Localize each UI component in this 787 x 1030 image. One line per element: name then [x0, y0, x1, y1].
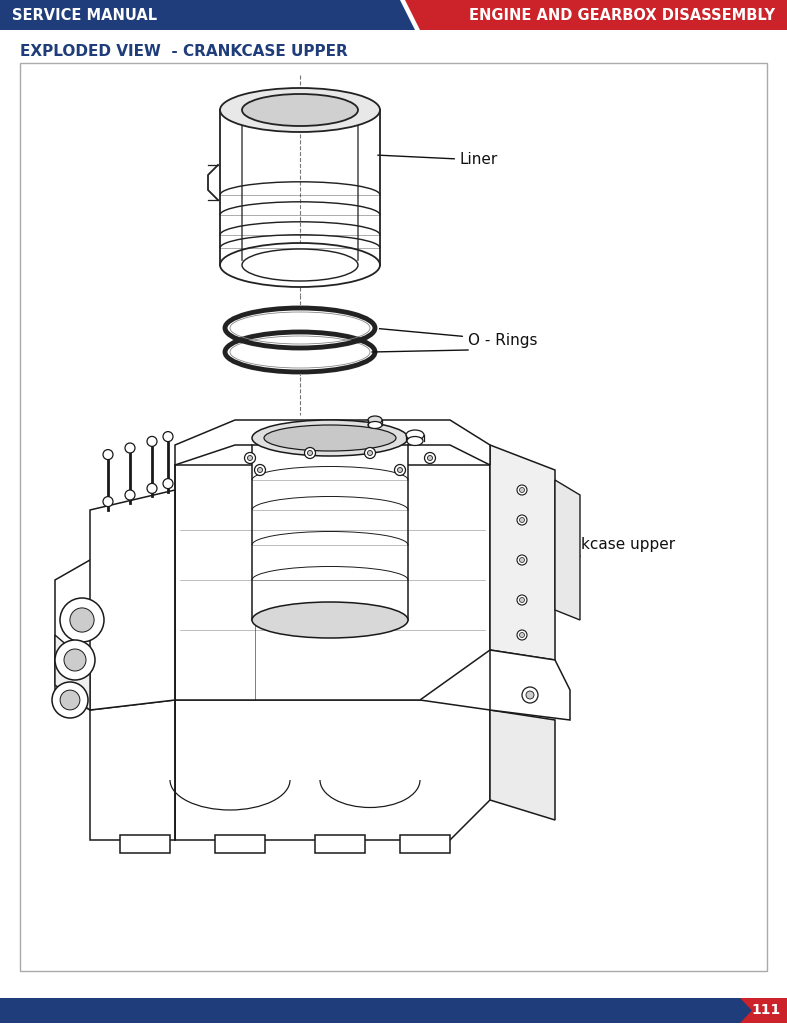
Circle shape: [519, 597, 524, 603]
Circle shape: [147, 483, 157, 493]
Ellipse shape: [368, 421, 382, 428]
Circle shape: [257, 468, 263, 473]
Circle shape: [64, 649, 86, 671]
Ellipse shape: [252, 420, 408, 456]
Ellipse shape: [242, 94, 358, 126]
Text: Liner: Liner: [378, 152, 498, 168]
Circle shape: [247, 455, 253, 460]
Polygon shape: [555, 480, 580, 620]
Circle shape: [394, 465, 405, 476]
Circle shape: [55, 640, 95, 680]
Ellipse shape: [220, 88, 380, 132]
Circle shape: [147, 437, 157, 446]
Circle shape: [52, 682, 88, 718]
Circle shape: [305, 447, 316, 458]
Circle shape: [397, 468, 402, 473]
Polygon shape: [0, 0, 415, 30]
Circle shape: [519, 557, 524, 562]
Circle shape: [70, 608, 94, 632]
Circle shape: [519, 517, 524, 522]
Circle shape: [364, 447, 375, 458]
Circle shape: [308, 450, 312, 455]
Circle shape: [60, 690, 80, 710]
Circle shape: [103, 450, 113, 459]
Polygon shape: [55, 636, 90, 710]
Polygon shape: [490, 710, 555, 820]
Polygon shape: [252, 445, 408, 620]
Polygon shape: [490, 650, 570, 720]
Ellipse shape: [406, 430, 424, 440]
Circle shape: [254, 465, 265, 476]
Circle shape: [526, 691, 534, 699]
Circle shape: [519, 487, 524, 492]
Polygon shape: [90, 700, 175, 840]
Text: 111: 111: [752, 1003, 781, 1018]
Ellipse shape: [221, 305, 379, 351]
Circle shape: [519, 632, 524, 638]
Polygon shape: [175, 465, 490, 700]
Ellipse shape: [368, 416, 382, 424]
Circle shape: [245, 452, 256, 464]
Polygon shape: [740, 998, 787, 1023]
FancyBboxPatch shape: [20, 63, 767, 971]
Text: Crankcase upper: Crankcase upper: [493, 538, 675, 589]
FancyBboxPatch shape: [400, 835, 450, 853]
Polygon shape: [175, 700, 490, 840]
Circle shape: [163, 479, 173, 488]
Polygon shape: [175, 420, 490, 465]
FancyBboxPatch shape: [315, 835, 365, 853]
Text: SERVICE MANUAL: SERVICE MANUAL: [12, 7, 157, 23]
Ellipse shape: [220, 243, 380, 287]
Polygon shape: [55, 560, 175, 710]
Text: EXPLODED VIEW  - CRANKCASE UPPER: EXPLODED VIEW - CRANKCASE UPPER: [20, 44, 348, 60]
Ellipse shape: [221, 329, 379, 375]
Circle shape: [60, 598, 104, 642]
Circle shape: [163, 432, 173, 442]
Text: ENGINE AND GEARBOX DISASSEMBLY: ENGINE AND GEARBOX DISASSEMBLY: [469, 7, 775, 23]
Circle shape: [517, 630, 527, 640]
Circle shape: [517, 555, 527, 565]
Circle shape: [522, 687, 538, 703]
FancyBboxPatch shape: [0, 998, 787, 1023]
Polygon shape: [405, 0, 787, 30]
Ellipse shape: [264, 425, 396, 451]
Ellipse shape: [252, 602, 408, 638]
Polygon shape: [90, 490, 175, 710]
Circle shape: [517, 485, 527, 495]
Ellipse shape: [242, 249, 358, 281]
Polygon shape: [490, 445, 555, 660]
Circle shape: [424, 452, 435, 464]
Circle shape: [125, 443, 135, 453]
Polygon shape: [220, 110, 380, 265]
Circle shape: [125, 490, 135, 500]
Circle shape: [427, 455, 433, 460]
Circle shape: [517, 595, 527, 605]
FancyBboxPatch shape: [120, 835, 170, 853]
Ellipse shape: [407, 437, 423, 446]
Circle shape: [103, 496, 113, 507]
Text: O - Rings: O - Rings: [375, 329, 538, 347]
Circle shape: [517, 515, 527, 525]
FancyBboxPatch shape: [215, 835, 265, 853]
Circle shape: [368, 450, 372, 455]
